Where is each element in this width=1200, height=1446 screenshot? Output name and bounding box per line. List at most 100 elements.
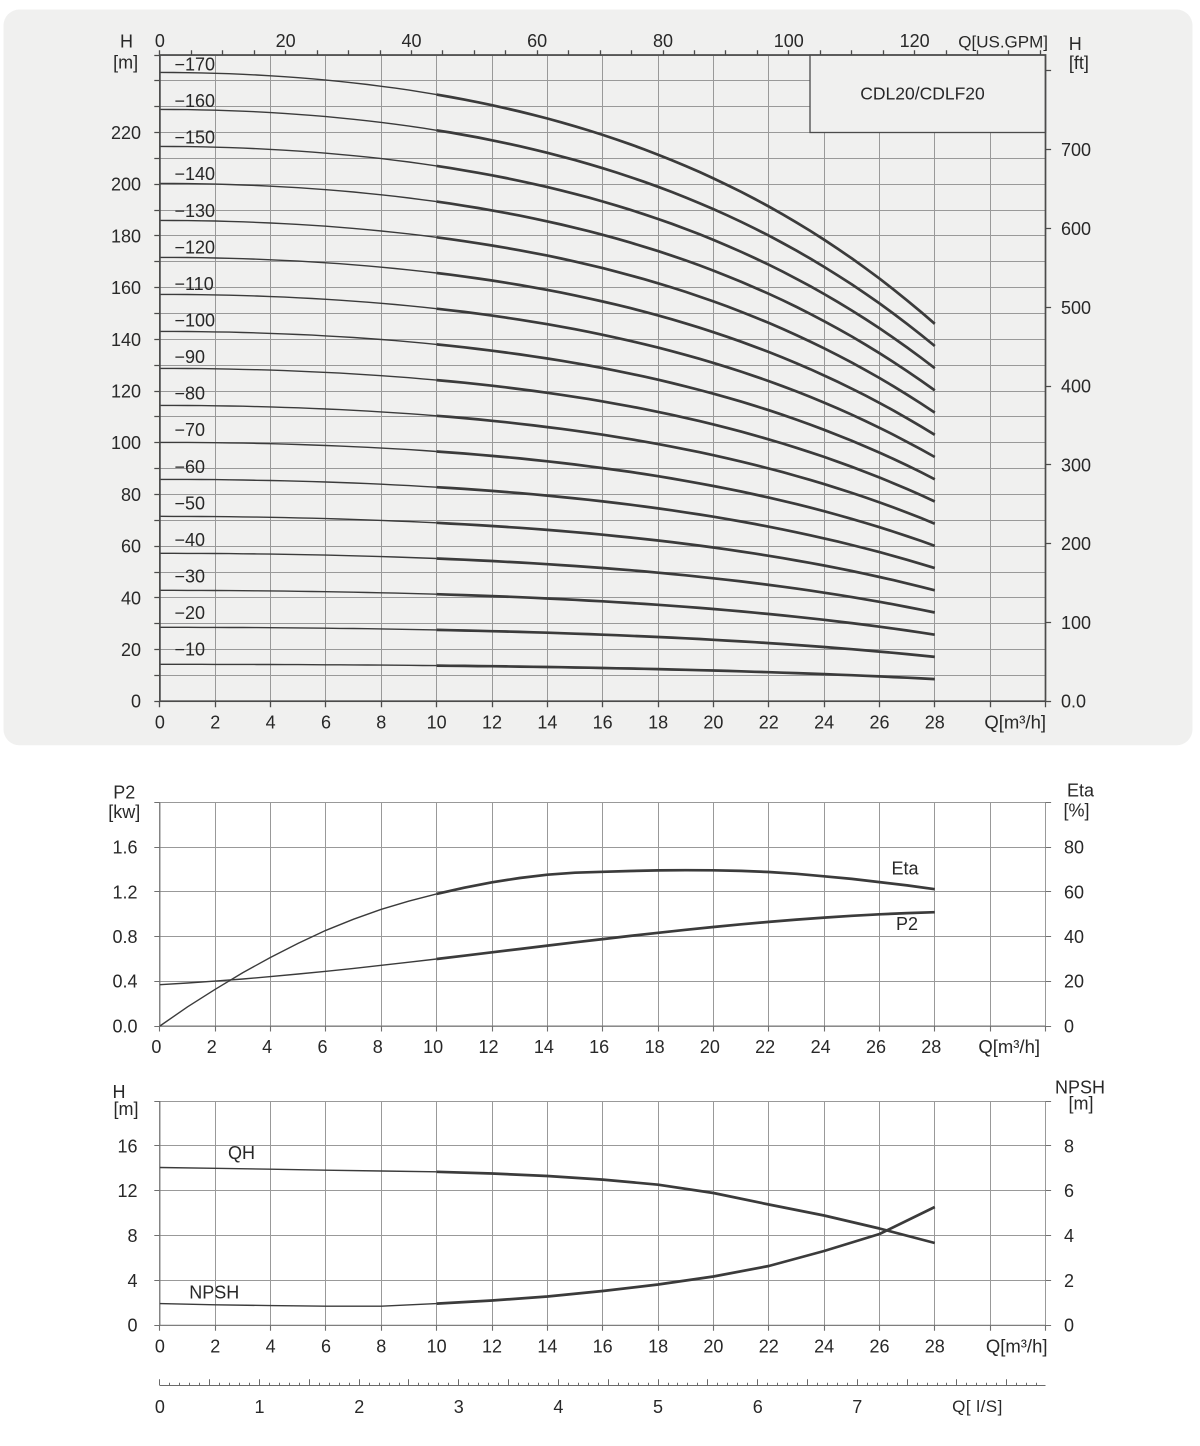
svg-text:Eta: Eta [1067,780,1095,800]
svg-text:0: 0 [155,1397,165,1417]
svg-text:140: 140 [111,330,141,350]
svg-text:8: 8 [373,1037,383,1057]
svg-text:26: 26 [869,712,889,732]
svg-text:500: 500 [1061,298,1091,318]
svg-text:7: 7 [852,1397,862,1417]
svg-text:H: H [120,32,133,52]
svg-text:CDL20/CDLF20: CDL20/CDLF20 [860,83,985,103]
svg-text:Q[m³/h]: Q[m³/h] [978,1036,1040,1057]
svg-text:−120: −120 [175,237,216,257]
svg-text:QH: QH [228,1143,255,1163]
svg-text:80: 80 [121,485,141,505]
svg-text:3: 3 [454,1397,464,1417]
svg-text:6: 6 [317,1037,327,1057]
svg-text:24: 24 [814,1336,834,1356]
svg-text:2: 2 [1064,1271,1074,1291]
svg-text:20: 20 [1064,972,1084,992]
svg-text:−50: −50 [175,493,206,513]
svg-text:1.6: 1.6 [112,838,137,858]
svg-text:26: 26 [869,1336,889,1356]
svg-text:80: 80 [1064,838,1084,858]
svg-text:220: 220 [111,123,141,143]
svg-text:0: 0 [1064,1016,1074,1036]
svg-text:2: 2 [210,712,220,732]
svg-text:0: 0 [1064,1316,1074,1336]
svg-text:4: 4 [127,1271,137,1291]
svg-text:0: 0 [131,692,141,712]
svg-text:28: 28 [921,1037,941,1057]
svg-text:2: 2 [354,1397,364,1417]
svg-text:26: 26 [866,1037,886,1057]
svg-text:200: 200 [1061,534,1091,554]
svg-text:24: 24 [811,1037,831,1057]
svg-text:12: 12 [482,712,502,732]
svg-text:Q[ l/S]: Q[ l/S] [952,1397,1003,1416]
svg-text:100: 100 [774,31,804,51]
svg-text:160: 160 [111,278,141,298]
svg-text:4: 4 [1064,1226,1074,1246]
svg-text:14: 14 [537,1336,557,1356]
svg-text:−10: −10 [175,640,206,660]
svg-text:0.8: 0.8 [112,927,137,947]
svg-text:H: H [113,1082,126,1102]
svg-text:P2: P2 [896,914,918,934]
svg-text:[kw]: [kw] [108,802,140,822]
svg-text:1: 1 [254,1397,264,1417]
svg-text:Q[US.GPM]: Q[US.GPM] [958,33,1048,52]
svg-text:20: 20 [276,31,296,51]
svg-text:40: 40 [401,31,421,51]
svg-text:80: 80 [653,31,673,51]
svg-text:4: 4 [553,1397,563,1417]
svg-text:40: 40 [1064,927,1084,947]
svg-text:10: 10 [423,1037,443,1057]
svg-text:22: 22 [759,712,779,732]
svg-text:700: 700 [1061,140,1091,160]
svg-text:20: 20 [121,640,141,660]
svg-text:2: 2 [207,1037,217,1057]
svg-text:20: 20 [700,1037,720,1057]
svg-text:−20: −20 [175,603,206,623]
svg-text:8: 8 [1064,1136,1074,1156]
svg-text:0.4: 0.4 [112,972,137,992]
svg-text:−100: −100 [175,311,216,331]
svg-text:10: 10 [427,712,447,732]
svg-text:600: 600 [1061,219,1091,239]
svg-text:12: 12 [117,1181,137,1201]
svg-text:H: H [1069,34,1082,54]
svg-text:8: 8 [376,1336,386,1356]
svg-text:16: 16 [593,712,613,732]
svg-text:6: 6 [321,1336,331,1356]
svg-text:10: 10 [427,1336,447,1356]
svg-text:60: 60 [1064,882,1084,902]
svg-text:0: 0 [151,1037,161,1057]
svg-text:NPSH: NPSH [189,1283,239,1303]
svg-text:6: 6 [1064,1181,1074,1201]
svg-text:14: 14 [534,1037,554,1057]
svg-text:0.0: 0.0 [1061,692,1086,712]
svg-text:16: 16 [593,1336,613,1356]
svg-text:[%]: [%] [1063,800,1089,820]
svg-text:16: 16 [589,1037,609,1057]
svg-text:0: 0 [155,712,165,732]
svg-text:12: 12 [478,1037,498,1057]
svg-text:−150: −150 [175,128,216,148]
svg-text:22: 22 [755,1037,775,1057]
svg-text:5: 5 [653,1397,663,1417]
svg-text:8: 8 [127,1226,137,1246]
svg-text:6: 6 [753,1397,763,1417]
svg-text:P2: P2 [113,782,135,802]
svg-text:0: 0 [155,31,165,51]
svg-text:12: 12 [482,1336,502,1356]
svg-text:−130: −130 [175,201,216,221]
svg-text:−30: −30 [175,567,206,587]
svg-text:2: 2 [210,1336,220,1356]
svg-text:120: 120 [111,382,141,402]
svg-text:−60: −60 [175,457,206,477]
svg-text:6: 6 [321,712,331,732]
svg-text:20: 20 [703,1336,723,1356]
svg-text:400: 400 [1061,377,1091,397]
svg-text:−170: −170 [175,55,216,75]
svg-text:300: 300 [1061,455,1091,475]
svg-text:0: 0 [127,1316,137,1336]
svg-text:Eta: Eta [891,858,919,878]
